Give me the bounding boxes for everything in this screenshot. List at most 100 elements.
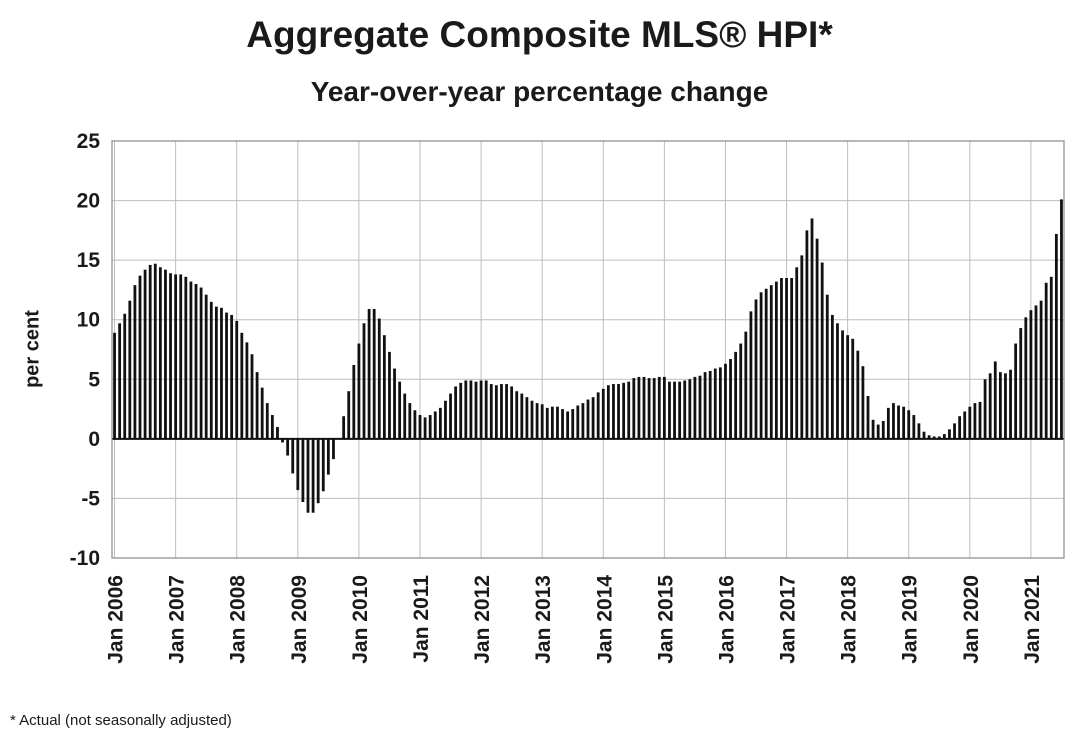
bar <box>657 376 661 439</box>
bar <box>703 372 707 439</box>
bar <box>902 406 906 439</box>
bar <box>291 438 295 474</box>
bar <box>739 343 743 439</box>
bar <box>1044 282 1048 439</box>
x-tick-label: Jan 2013 <box>532 575 555 664</box>
footnote: * Actual (not seasonally adjusted) <box>10 712 232 729</box>
bar <box>744 331 748 439</box>
bar <box>474 381 478 439</box>
bar <box>601 388 605 439</box>
bar <box>596 392 600 439</box>
bar <box>591 397 595 439</box>
bar <box>820 262 824 439</box>
bar <box>413 410 417 439</box>
bar <box>1029 310 1033 439</box>
bar <box>510 386 514 439</box>
bar <box>1014 343 1018 439</box>
bar <box>953 423 956 439</box>
bar <box>520 393 524 439</box>
bar <box>240 332 244 439</box>
bar <box>367 308 371 439</box>
bar <box>805 230 809 439</box>
bar <box>688 379 692 439</box>
bar <box>1054 233 1058 439</box>
bar <box>494 385 498 439</box>
bar <box>749 311 753 439</box>
bar <box>423 417 427 439</box>
bar <box>561 409 564 439</box>
bar <box>922 431 926 439</box>
bar <box>143 269 147 439</box>
bar <box>398 381 402 439</box>
bar <box>449 393 452 439</box>
bar <box>785 278 788 439</box>
bar <box>769 285 773 439</box>
bar <box>128 300 132 439</box>
bar <box>276 426 279 439</box>
bar <box>1034 305 1038 439</box>
bar <box>927 435 931 439</box>
bar <box>851 338 855 439</box>
bar <box>932 436 936 439</box>
bar <box>377 318 381 439</box>
bar <box>698 375 702 439</box>
bar <box>164 269 167 439</box>
bar <box>469 380 473 439</box>
x-tick-label: Jan 2021 <box>1021 575 1044 664</box>
bar <box>153 263 157 439</box>
bar <box>622 382 626 439</box>
bar <box>194 283 198 439</box>
bar <box>138 275 142 439</box>
x-tick-label: Jan 2016 <box>715 575 738 664</box>
bar <box>428 415 432 439</box>
bar <box>184 276 188 439</box>
bar <box>810 218 814 439</box>
x-tick-label: Jan 2007 <box>166 575 189 664</box>
bar <box>479 380 483 439</box>
bar <box>525 397 529 439</box>
bar <box>678 381 682 439</box>
bar <box>958 416 962 439</box>
bar <box>123 313 127 439</box>
bar <box>606 385 610 439</box>
bar <box>907 410 911 439</box>
y-tick-label: 5 <box>88 368 100 391</box>
bar <box>897 405 900 439</box>
bar <box>759 292 763 439</box>
bar <box>444 400 447 439</box>
bar <box>133 285 137 439</box>
bar <box>220 307 223 439</box>
bar <box>306 438 310 513</box>
plot-frame <box>111 140 1065 559</box>
bar <box>286 438 290 456</box>
bar <box>225 312 228 439</box>
bar <box>683 380 687 439</box>
bar <box>1019 328 1023 439</box>
bar <box>713 368 717 439</box>
bar <box>1009 369 1012 439</box>
bar <box>382 335 386 439</box>
x-tick-label: Jan 2014 <box>593 575 616 664</box>
bar <box>459 382 463 439</box>
bar <box>948 429 951 439</box>
y-tick-label: 25 <box>77 130 101 153</box>
bar <box>1060 199 1063 439</box>
bar <box>296 438 300 491</box>
bar <box>861 366 865 439</box>
bar <box>754 299 758 439</box>
x-tick-label: Jan 2020 <box>960 575 983 664</box>
bar <box>235 320 239 439</box>
bar <box>362 323 366 439</box>
bar <box>937 436 941 439</box>
bar <box>856 350 860 439</box>
y-tick-label: 15 <box>77 249 101 272</box>
bar <box>708 370 712 439</box>
bar <box>1039 300 1043 439</box>
bar <box>174 274 178 439</box>
bar <box>998 372 1002 439</box>
chart-title: Aggregate Composite MLS® HPI* <box>246 14 833 55</box>
bar <box>917 423 921 439</box>
y-tick-label: 10 <box>77 309 100 332</box>
bar <box>500 384 503 439</box>
